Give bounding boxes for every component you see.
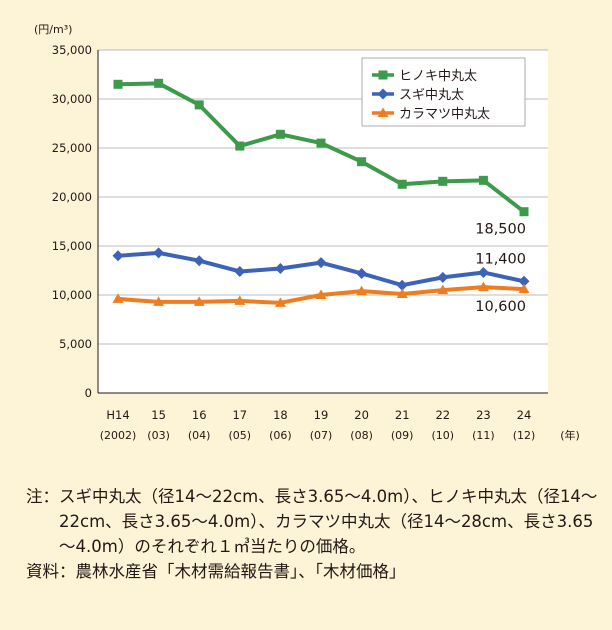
data-point [275, 129, 285, 139]
end-value-label: 10,600 [475, 299, 526, 315]
x-tick-sublabel: (08) [350, 429, 373, 442]
x-tick-label: 15 [151, 408, 166, 422]
x-tick-sublabel: (12) [513, 429, 536, 442]
note-label: 注： [26, 487, 59, 506]
data-point [518, 275, 530, 287]
x-tick-label: 23 [476, 408, 491, 422]
data-point [153, 247, 165, 259]
x-tick-sublabel: (07) [310, 429, 333, 442]
data-point [437, 271, 449, 283]
y-tick-label: 25,000 [52, 141, 92, 155]
data-point [274, 297, 286, 307]
note: 注： スギ中丸太（径14～22cm、長さ3.65～4.0m）、ヒノキ中丸太（径1… [26, 484, 598, 559]
data-point [518, 283, 530, 294]
y-axis-unit: (円/m³) [34, 23, 72, 36]
x-tick-label: 24 [517, 408, 532, 422]
data-point [112, 250, 124, 262]
data-point [274, 263, 286, 275]
notes-block: 注： スギ中丸太（径14～22cm、長さ3.65～4.0m）、ヒノキ中丸太（径1… [26, 484, 598, 584]
data-point [478, 175, 488, 185]
x-tick-label: 22 [435, 408, 450, 422]
data-point [194, 100, 204, 110]
data-point [315, 257, 327, 269]
data-point [234, 295, 246, 305]
data-point [437, 284, 449, 295]
data-point [357, 157, 367, 167]
x-tick-sublabel: (06) [269, 429, 292, 442]
x-tick-label: 20 [354, 408, 369, 422]
data-point [519, 207, 529, 217]
data-point [397, 179, 407, 189]
y-tick-label: 30,000 [52, 92, 92, 106]
x-tick-sublabel: (11) [472, 429, 495, 442]
data-point [154, 78, 164, 88]
legend-marker [377, 107, 389, 117]
data-point [193, 255, 205, 267]
data-point [235, 141, 245, 151]
line-chart: 0 5,000 10,000 15,000 20,000 25,000 30,000 35,0… [34, 23, 580, 442]
x-tick-label: 18 [273, 408, 288, 422]
data-point [477, 266, 489, 278]
source-text: 農林水産省「木材需給報告書」、「木材価格」 [75, 562, 406, 581]
x-tick-label: 17 [232, 408, 247, 422]
x-tick-label: H14 [106, 408, 129, 422]
x-axis-unit: (年) [560, 428, 580, 442]
x-tick-sublabel: (03) [147, 429, 170, 442]
y-tick-label: 35,000 [52, 43, 92, 57]
data-point [438, 176, 448, 186]
y-tick-label: 5,000 [59, 337, 92, 351]
chart-area: 0 5,000 10,000 15,000 20,000 25,000 30,000 35,0… [34, 23, 580, 442]
x-tick-sublabel: (10) [432, 429, 455, 442]
data-point [356, 285, 368, 296]
data-point [316, 138, 326, 148]
data-point [113, 79, 123, 89]
legend-label: ヒノキ中丸太 [399, 69, 477, 84]
data-point [396, 288, 408, 299]
source: 資料： 農林水産省「木材需給報告書」、「木材価格」 [26, 559, 598, 584]
x-tick-sublabel: (05) [229, 429, 252, 442]
y-tick-label: 10,000 [52, 288, 92, 302]
data-point [315, 289, 327, 299]
x-tick-label: 21 [395, 408, 410, 422]
legend-marker [377, 88, 389, 100]
legend-label: スギ中丸太 [399, 88, 464, 103]
legend-label: カラマツ中丸太 [399, 107, 490, 122]
y-tick-label: 0 [85, 386, 92, 400]
x-tick-sublabel: (04) [188, 429, 211, 442]
x-tick-label: 16 [192, 408, 207, 422]
source-label: 資料： [26, 562, 76, 581]
data-point [234, 265, 246, 277]
end-value-label: 11,400 [475, 251, 526, 267]
data-point [396, 279, 408, 291]
data-point [356, 267, 368, 279]
x-tick-label: 19 [314, 408, 329, 422]
x-tick-sublabel: (2002) [100, 429, 137, 442]
note-text: スギ中丸太（径14～22cm、長さ3.65～4.0m）、ヒノキ中丸太（径14～2… [59, 487, 598, 556]
y-tick-label: 15,000 [52, 239, 92, 253]
y-tick-label: 20,000 [52, 190, 92, 204]
data-point [193, 296, 205, 306]
x-tick-sublabel: (09) [391, 429, 414, 442]
data-point [153, 296, 165, 306]
end-value-label: 18,500 [475, 222, 526, 238]
data-point [112, 293, 124, 303]
data-point [477, 281, 489, 292]
legend-marker [378, 70, 388, 80]
